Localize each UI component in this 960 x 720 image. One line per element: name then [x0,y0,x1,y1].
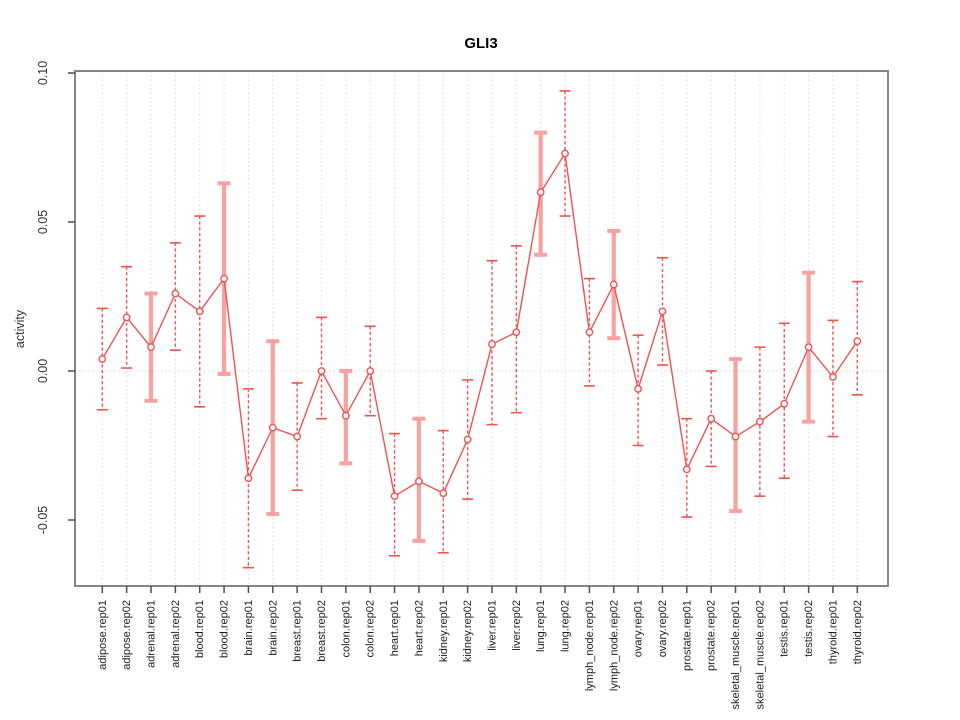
data-point-marker [341,411,350,420]
x-tick-label: heart.rep02 [413,600,425,656]
data-point-marker [609,280,618,289]
x-tick-label: ovary.rep02 [657,600,669,657]
error-bar [242,388,254,569]
x-tick-label: liver.rep01 [486,600,498,651]
data-point-marker [731,432,740,441]
error-bar [510,245,522,414]
x-tick-label: kidney.rep02 [462,600,474,662]
error-bars-layer [96,90,863,569]
data-point-marker [220,274,228,283]
x-tick-label: lung.rep02 [560,600,572,652]
error-bar [778,322,790,480]
data-point-marker [561,149,569,158]
data-point-marker [463,435,472,444]
error-bar [681,417,693,518]
data-point-marker [195,307,204,316]
data-points-layer [98,149,862,501]
x-tick-label: ovary.rep01 [633,600,645,657]
x-tick-label: testis.rep02 [803,600,815,657]
error-bar [169,242,181,351]
y-tick-label: 0.05 [36,210,50,234]
error-bar [437,429,449,554]
x-tick-label: adrenal.rep01 [146,600,158,668]
data-point-marker [122,313,131,322]
tick-labels-layer: 0.10 0.05 0.00 -0.05 adipose.rep01 adipose.re… [36,61,864,710]
x-tick-label: testis.rep01 [779,600,791,657]
gridlines-layer [101,71,858,586]
x-tick-label: breast.rep02 [316,600,328,662]
x-tick-label: lymph_node.rep02 [608,600,620,691]
y-tick-label: 0.10 [36,61,50,85]
x-tick-label: lung.rep01 [535,600,547,652]
data-point-marker [488,340,496,349]
y-axis-label: activity [13,309,27,348]
x-tick-label: blood.rep02 [219,600,231,658]
data-point-marker [634,384,643,393]
data-point-marker [98,355,107,363]
data-point-marker [658,307,667,316]
x-tick-label: adipose.rep01 [97,600,109,670]
y-tick-label: -0.05 [36,506,50,535]
data-point-marker [268,423,277,432]
data-point-marker [755,417,764,426]
axes-layer [68,70,889,593]
x-tick-label: heart.rep01 [389,600,401,656]
x-tick-label: skeletal_muscle.rep02 [754,600,766,709]
data-point-marker [707,414,716,423]
data-point-marker [853,337,862,346]
series-line-layer [101,151,858,498]
error-bar [462,379,474,500]
data-point-marker [293,432,302,441]
plot-box [74,70,889,587]
error-bar [389,432,401,557]
data-point-marker [682,465,691,474]
data-point-marker [244,474,253,483]
x-tick-label: liver.rep02 [511,600,523,651]
data-point-marker [390,492,399,501]
x-tick-label: kidney.rep01 [438,600,450,662]
x-tick-label: thyroid.rep02 [852,600,864,664]
error-bar [583,277,595,387]
error-bar [291,382,303,492]
data-point-marker [171,289,180,298]
x-tick-label: adrenal.rep02 [170,600,182,668]
x-tick-label: lymph_node.rep01 [584,600,596,691]
data-point-marker [512,328,521,337]
data-point-marker [585,328,594,337]
x-tick-label: blood.rep01 [194,600,206,658]
chart-title: GLI3 [464,35,497,52]
error-bar [486,259,498,426]
x-tick-label: breast.rep01 [292,600,304,662]
data-point-marker [829,373,837,381]
data-point-marker [780,399,789,408]
x-tick-label: thyroid.rep01 [827,600,839,664]
x-tick-label: skeletal_muscle.rep01 [730,600,742,709]
x-tick-label: brain.rep01 [243,600,255,656]
x-tick-label: colon.rep02 [365,600,377,658]
error-bar [364,325,376,417]
x-tick-label: prostate.rep01 [681,600,693,671]
error-bar [632,334,644,447]
x-tick-label: prostate.rep02 [706,600,718,671]
data-point-marker [366,367,375,375]
data-point-marker [147,343,155,352]
x-tick-label: colon.rep01 [340,600,352,658]
data-point-marker [415,477,423,486]
x-tick-label: adipose.rep02 [121,600,133,670]
x-tick-label: brain.rep02 [267,600,279,656]
error-bar [656,256,668,366]
data-point-marker [439,489,448,498]
data-point-marker [804,343,813,352]
y-tick-label: 0.00 [36,359,50,383]
data-point-marker [317,367,326,375]
series-line [101,151,858,498]
data-point-marker [536,188,545,197]
